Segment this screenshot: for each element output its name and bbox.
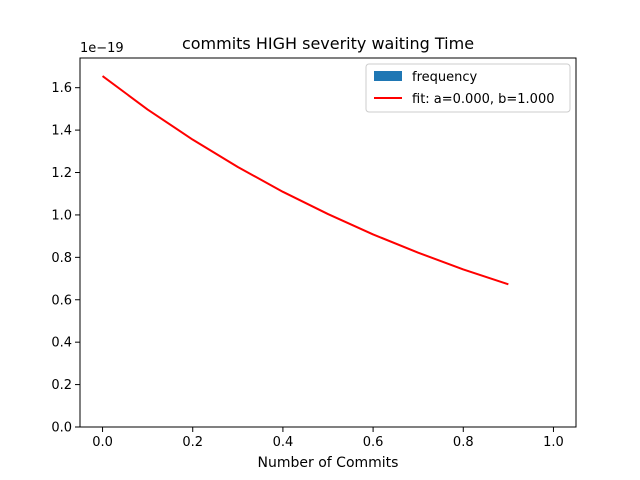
fit-line-series <box>101 75 509 286</box>
x-tick-label: 0.8 <box>453 435 474 450</box>
x-tick-label: 0.2 <box>182 435 203 450</box>
legend-label-frequency: frequency <box>412 70 478 85</box>
x-axis-label: Number of Commits <box>258 455 399 471</box>
y-tick-label: 0.8 <box>51 251 72 266</box>
fit-line <box>101 75 509 286</box>
y-tick-label: 0.0 <box>51 421 72 436</box>
legend-label-fit: fit: a=0.000, b=1.000 <box>412 92 555 107</box>
x-tick-label: 0.4 <box>273 435 294 450</box>
legend-frame <box>365 63 571 113</box>
x-tick-label: 1.0 <box>543 435 564 450</box>
y-tick-label: 1.4 <box>51 124 72 139</box>
y-tick-label: 0.6 <box>51 293 72 308</box>
chart-title: commits HIGH severity waiting Time <box>182 34 474 53</box>
axis-ticks: 0.0 0.2 0.4 0.6 0.8 1.0 0.0 0.2 0.4 0.6 0.8 1.0 1.2 1… <box>51 81 563 450</box>
x-tick-label: 0.0 <box>92 435 113 450</box>
y-tick-label: 1.0 <box>51 208 72 223</box>
legend: frequency fit: a=0.000, b=1.000 <box>365 63 571 113</box>
y-tick-label: 1.2 <box>51 166 72 181</box>
x-tick-label: 0.6 <box>363 435 384 450</box>
y-tick-label: 1.6 <box>51 81 72 96</box>
legend-swatch-frequency <box>374 71 402 81</box>
axes-frame <box>79 57 577 428</box>
y-tick-label: 0.2 <box>51 378 72 393</box>
y-tick-label: 0.4 <box>51 336 72 351</box>
y-offset-label: 1e−19 <box>80 41 124 56</box>
